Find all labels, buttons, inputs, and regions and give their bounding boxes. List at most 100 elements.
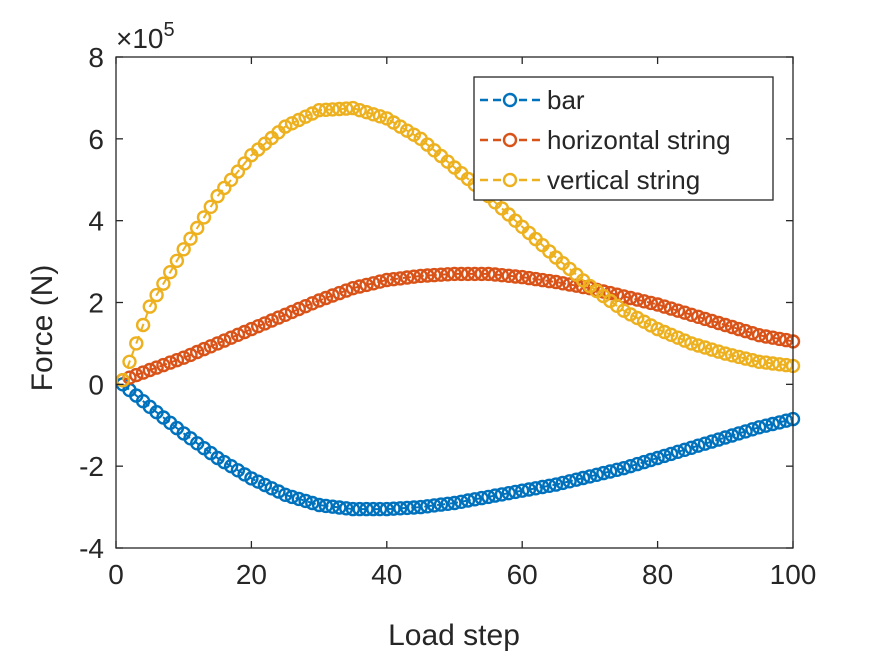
data-point [339, 283, 354, 298]
series-horizontal-string [115, 266, 801, 388]
data-point [345, 281, 361, 296]
series-group [115, 100, 801, 517]
data-point [704, 434, 719, 449]
data-point [379, 501, 394, 517]
data-point [352, 501, 367, 517]
data-point [636, 454, 652, 470]
legend-marker [502, 172, 518, 188]
data-point [318, 102, 334, 118]
data-point [271, 310, 286, 325]
data-point [575, 470, 591, 486]
data-point [616, 461, 631, 476]
data-point [345, 501, 361, 517]
data-point [501, 486, 516, 501]
data-point [460, 266, 476, 282]
data-point [670, 444, 686, 459]
data-point [758, 329, 774, 344]
data-point [751, 420, 767, 435]
data-point [291, 491, 306, 507]
data-point [609, 462, 625, 477]
legend-label: vertical string [547, 165, 700, 195]
data-point [135, 365, 151, 380]
data-point [711, 432, 726, 447]
data-point [162, 355, 178, 370]
data-point [339, 501, 354, 516]
data-point [278, 487, 293, 502]
data-point [142, 362, 158, 378]
data-point [779, 413, 794, 428]
data-point [217, 333, 232, 348]
data-point [528, 271, 543, 287]
data-point [142, 299, 158, 314]
data-point [318, 498, 334, 514]
data-point [494, 268, 510, 283]
data-point [677, 442, 692, 457]
data-point [697, 436, 713, 451]
data-point [691, 309, 706, 324]
data-point [311, 102, 327, 118]
data-point [257, 316, 273, 331]
data-point [386, 501, 401, 516]
data-point [359, 277, 374, 293]
data-point [772, 331, 787, 347]
data-point [332, 101, 347, 117]
data-point [196, 341, 212, 357]
x-tick-label: 20 [236, 559, 267, 590]
data-point [704, 342, 719, 357]
data-point [427, 267, 442, 283]
data-point [481, 489, 496, 505]
x-axis: 0 20 40 60 80 100 [108, 57, 816, 590]
series-vertical-string [115, 100, 801, 388]
data-point [765, 356, 780, 371]
data-point [318, 290, 334, 306]
y-tick-label: -2 [79, 451, 104, 482]
data-point [765, 330, 780, 345]
data-point [162, 265, 178, 280]
data-point [183, 231, 198, 246]
data-point [636, 294, 652, 309]
data-point [515, 483, 530, 498]
data-point [596, 284, 611, 299]
data-point [298, 109, 313, 124]
data-point [284, 304, 300, 320]
legend-marker [502, 92, 518, 108]
data-point [515, 269, 530, 285]
data-point [596, 465, 611, 481]
data-point [440, 496, 455, 511]
data-point [454, 494, 469, 509]
data-point [562, 277, 577, 292]
data-point [643, 452, 658, 468]
data-point [305, 495, 320, 511]
data-point [772, 415, 787, 430]
legend: bar horizontal string vertical string [473, 76, 774, 201]
data-point [447, 266, 462, 282]
data-point [582, 469, 598, 484]
data-point [169, 353, 185, 368]
data-point [291, 301, 306, 317]
data-point [684, 336, 699, 351]
data-point [535, 479, 550, 495]
data-point [156, 276, 171, 291]
data-point [264, 313, 279, 328]
data-point [278, 307, 293, 322]
data-point [630, 456, 645, 472]
data-point [440, 267, 455, 282]
data-point [399, 500, 415, 516]
data-point [487, 267, 503, 282]
data-point [413, 268, 428, 284]
data-point [663, 446, 679, 462]
x-tick-label: 60 [507, 559, 538, 590]
data-point [311, 497, 327, 513]
data-point [677, 305, 692, 320]
data-point [691, 438, 706, 453]
y-tick-label: 2 [88, 288, 104, 319]
data-point [372, 109, 388, 124]
data-point [745, 353, 760, 368]
data-point [379, 272, 394, 288]
data-point [366, 501, 381, 517]
legend-item: horizontal string [480, 125, 731, 155]
data-point [508, 269, 523, 284]
data-point [223, 330, 239, 345]
data-point [156, 357, 171, 373]
data-point [393, 501, 408, 516]
